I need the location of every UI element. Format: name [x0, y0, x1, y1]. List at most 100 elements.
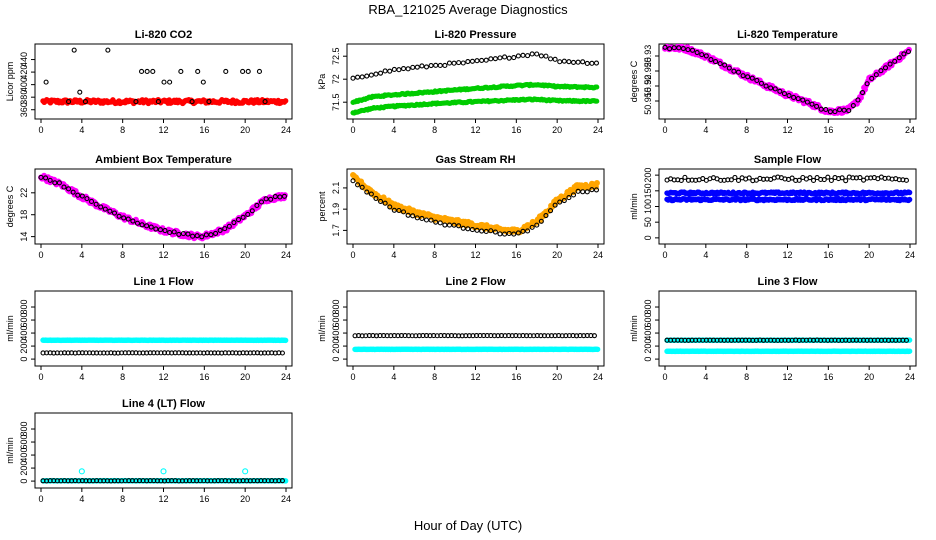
data-point [594, 346, 601, 353]
x-tick-label: 0 [662, 125, 667, 135]
data-point [66, 186, 72, 192]
data-point [368, 72, 374, 78]
data-point [279, 478, 285, 484]
data-point [864, 81, 870, 87]
data-point [116, 213, 122, 219]
data-point [566, 195, 572, 201]
data-point [584, 60, 590, 67]
data-point [88, 198, 95, 205]
data-point [825, 174, 831, 180]
data-point [497, 231, 503, 237]
y-tick-label: 50.93 [643, 45, 653, 68]
data-point [240, 68, 246, 75]
panel-8: Line 2 Flow ml/min 0 4 8 12 16 20 24 0 20040060080… [317, 276, 605, 382]
data-point [446, 60, 453, 66]
data-point [242, 468, 249, 475]
x-tick-label: 8 [120, 250, 125, 260]
data-point [511, 55, 517, 61]
data-point [144, 223, 150, 229]
data-point [400, 66, 407, 72]
data-point [213, 230, 219, 236]
y-axis-label: kPa [317, 74, 327, 90]
data-point [843, 178, 849, 184]
data-point [520, 228, 526, 234]
panel-title: Li-820 Pressure [435, 29, 517, 41]
data-point [428, 62, 434, 69]
data-point [195, 68, 201, 75]
data-point [268, 196, 274, 202]
data-point [538, 218, 544, 224]
data-point [492, 56, 498, 62]
y-tick-label: 22 [19, 188, 29, 198]
x-tick-label: 0 [662, 372, 667, 382]
x-tick-label: 8 [432, 372, 437, 382]
x-tick-label: 8 [432, 250, 437, 260]
data-point [373, 195, 379, 201]
data-point [903, 177, 909, 183]
x-tick-label: 0 [38, 125, 43, 135]
data-point [717, 61, 723, 67]
data-point [850, 102, 856, 109]
data-point [245, 68, 251, 75]
data-point [786, 92, 792, 99]
y-tick-label: 800 [19, 300, 29, 315]
data-point [735, 177, 742, 184]
x-tick-label: 16 [199, 250, 209, 260]
data-point [433, 219, 439, 225]
x-tick-label: 12 [470, 372, 480, 382]
data-point [814, 103, 820, 109]
y-tick-label: 200 [19, 339, 29, 354]
data-point [160, 468, 167, 475]
panel-title: Line 2 Flow [446, 276, 506, 288]
data-point [529, 224, 535, 230]
x-tick-label: 4 [79, 372, 84, 382]
data-point [350, 75, 356, 81]
x-tick-label: 8 [120, 125, 125, 135]
data-point [754, 77, 760, 84]
data-point [474, 227, 480, 233]
series-group [662, 44, 912, 117]
data-point [483, 228, 489, 235]
data-point [712, 59, 719, 65]
panel-title: Sample Flow [754, 154, 822, 166]
panel-4: Ambient Box Temperature degrees C 0 4 8 12 16 2… [5, 154, 293, 260]
data-point [722, 62, 728, 68]
x-tick-label: 12 [470, 125, 480, 135]
data-point [460, 225, 466, 231]
data-point [400, 209, 407, 215]
x-tick-label: 0 [38, 250, 43, 260]
data-point [148, 224, 154, 230]
y-tick-label: 400 [19, 326, 29, 341]
data-point [547, 208, 554, 214]
y-tick-label: 0 [19, 479, 29, 484]
data-point [378, 70, 384, 76]
plot-frame [34, 43, 293, 120]
data-point [525, 53, 531, 59]
data-point [497, 55, 503, 61]
data-point [419, 63, 425, 69]
data-point [561, 197, 567, 204]
data-point [740, 73, 746, 79]
data-point [906, 196, 913, 203]
data-point [38, 174, 44, 180]
series-group [40, 337, 289, 356]
data-point [451, 222, 457, 228]
data-point [511, 231, 517, 237]
x-tick-label: 8 [744, 372, 749, 382]
x-tick-label: 24 [905, 125, 915, 135]
x-tick-label: 0 [662, 250, 667, 260]
data-point [133, 99, 139, 105]
x-tick-label: 8 [744, 250, 749, 260]
data-point [223, 68, 229, 75]
x-tick-label: 0 [350, 372, 355, 382]
y-tick-label: 0 [643, 357, 653, 362]
y-tick-label: 100 [643, 199, 653, 214]
y-tick-label: 200 [643, 339, 653, 354]
data-point [680, 45, 686, 52]
data-point [77, 89, 83, 95]
data-point [206, 99, 212, 105]
data-point [515, 230, 521, 236]
y-tick-label: 50.915 [643, 87, 653, 115]
